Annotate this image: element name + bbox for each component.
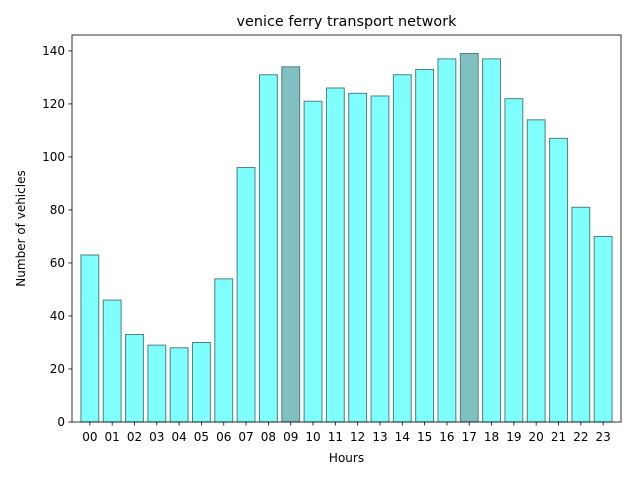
- x-tick-label: 22: [573, 430, 588, 444]
- chart-title: venice ferry transport network: [237, 14, 458, 30]
- bar-18: [482, 58, 501, 423]
- bar-15: [415, 68, 435, 423]
- bar-10: [303, 100, 323, 423]
- bar-03: [147, 344, 167, 423]
- bar-00: [80, 254, 100, 423]
- x-axis-label: Hours: [329, 451, 364, 465]
- bar-14: [392, 74, 412, 423]
- x-tick-label: 18: [484, 430, 499, 444]
- x-tick-label: 04: [171, 430, 186, 444]
- x-tick-label: 15: [417, 430, 432, 444]
- bar-06: [214, 278, 234, 423]
- bar-04: [169, 347, 189, 423]
- x-tick-label: 14: [395, 430, 410, 444]
- plot-area: [71, 34, 622, 423]
- x-axis: 00 01 02 03 04 05 06 07 08 09 10 11 12 13 14 15 16 17 18 19…: [82, 422, 611, 444]
- x-tick-label: 10: [305, 430, 320, 444]
- x-tick-label: 12: [350, 430, 365, 444]
- y-tick-label: 60: [50, 256, 65, 270]
- bar-05: [192, 341, 211, 423]
- bar-17: [459, 53, 479, 423]
- y-tick-label: 40: [50, 309, 65, 323]
- x-tick-label: 01: [105, 430, 120, 444]
- bar-12: [348, 92, 368, 423]
- y-tick-label: 100: [42, 150, 65, 164]
- bar-16: [437, 58, 457, 423]
- bar-01: [102, 299, 122, 423]
- x-tick-label: 17: [462, 430, 477, 444]
- x-tick-label: 06: [216, 430, 231, 444]
- bar-22: [571, 206, 591, 423]
- x-tick-label: 21: [551, 430, 566, 444]
- bar-11: [325, 87, 345, 423]
- x-tick-label: 07: [238, 430, 253, 444]
- bar-23: [593, 235, 613, 423]
- x-tick-label: 05: [194, 430, 209, 444]
- bars-group: [80, 53, 613, 423]
- bar-21: [549, 137, 568, 423]
- x-tick-label: 19: [506, 430, 521, 444]
- bar-20: [526, 119, 546, 423]
- y-axis-label: Number of vehicles: [14, 170, 28, 286]
- bar-02: [125, 334, 144, 423]
- y-tick-label: 0: [57, 415, 65, 429]
- bar-13: [370, 95, 390, 423]
- x-tick-label: 13: [372, 430, 387, 444]
- y-tick-label: 80: [50, 203, 65, 217]
- x-tick-label: 11: [328, 430, 343, 444]
- x-tick-label: 00: [82, 430, 97, 444]
- x-tick-label: 02: [127, 430, 142, 444]
- x-tick-label: 20: [529, 430, 544, 444]
- x-tick-label: 16: [439, 430, 454, 444]
- x-tick-label: 03: [149, 430, 164, 444]
- x-tick-label: 08: [261, 430, 276, 444]
- bar-07: [236, 167, 256, 423]
- y-tick-label: 120: [42, 97, 65, 111]
- bar-09: [281, 66, 301, 423]
- x-tick-label: 23: [596, 430, 611, 444]
- y-tick-label: 20: [50, 362, 65, 376]
- x-tick-label: 09: [283, 430, 298, 444]
- plot-frame: [71, 34, 622, 423]
- bar-19: [504, 98, 524, 423]
- y-tick-label: 140: [42, 44, 65, 58]
- bar-08: [258, 74, 278, 423]
- y-axis: 0 20 40 60 80 100 120 140: [42, 44, 72, 429]
